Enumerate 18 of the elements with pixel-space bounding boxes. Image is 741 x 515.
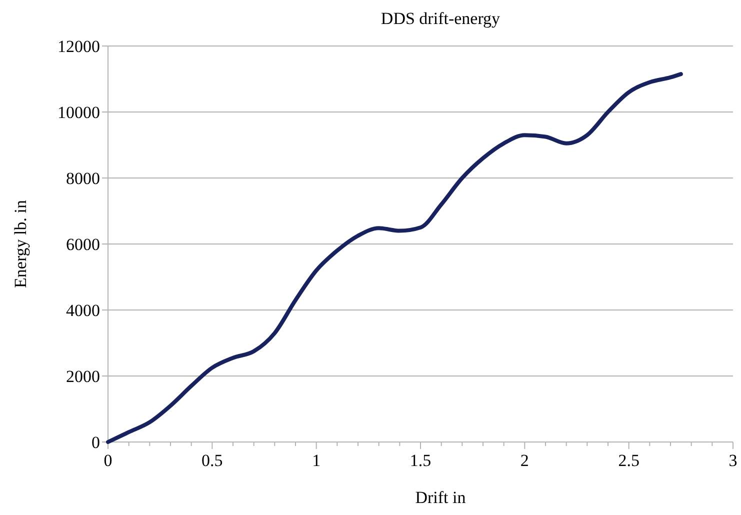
x-tick-label: 2 [520, 451, 529, 470]
y-tick-label: 12000 [58, 37, 100, 56]
y-axis-title: Energy lb. in [11, 200, 30, 288]
y-tick-label: 6000 [66, 235, 100, 254]
x-tick-label: 0.5 [202, 451, 223, 470]
y-tick-label: 10000 [58, 103, 100, 122]
x-tick-label: 1.5 [410, 451, 432, 470]
x-tick-label: 0 [104, 451, 112, 470]
chart-title: DDS drift-energy [380, 9, 501, 28]
y-tick-label: 2000 [66, 367, 100, 386]
x-axis-title: Drift in [415, 488, 466, 507]
y-tick-label: 0 [92, 433, 100, 452]
x-tick-label: 1 [312, 451, 321, 470]
y-tick-label: 4000 [66, 301, 100, 320]
x-tick-label: 3 [728, 451, 738, 470]
line-series [106, 72, 683, 444]
x-tick-label: 2.5 [618, 451, 640, 470]
y-tick-label: 8000 [66, 169, 100, 188]
